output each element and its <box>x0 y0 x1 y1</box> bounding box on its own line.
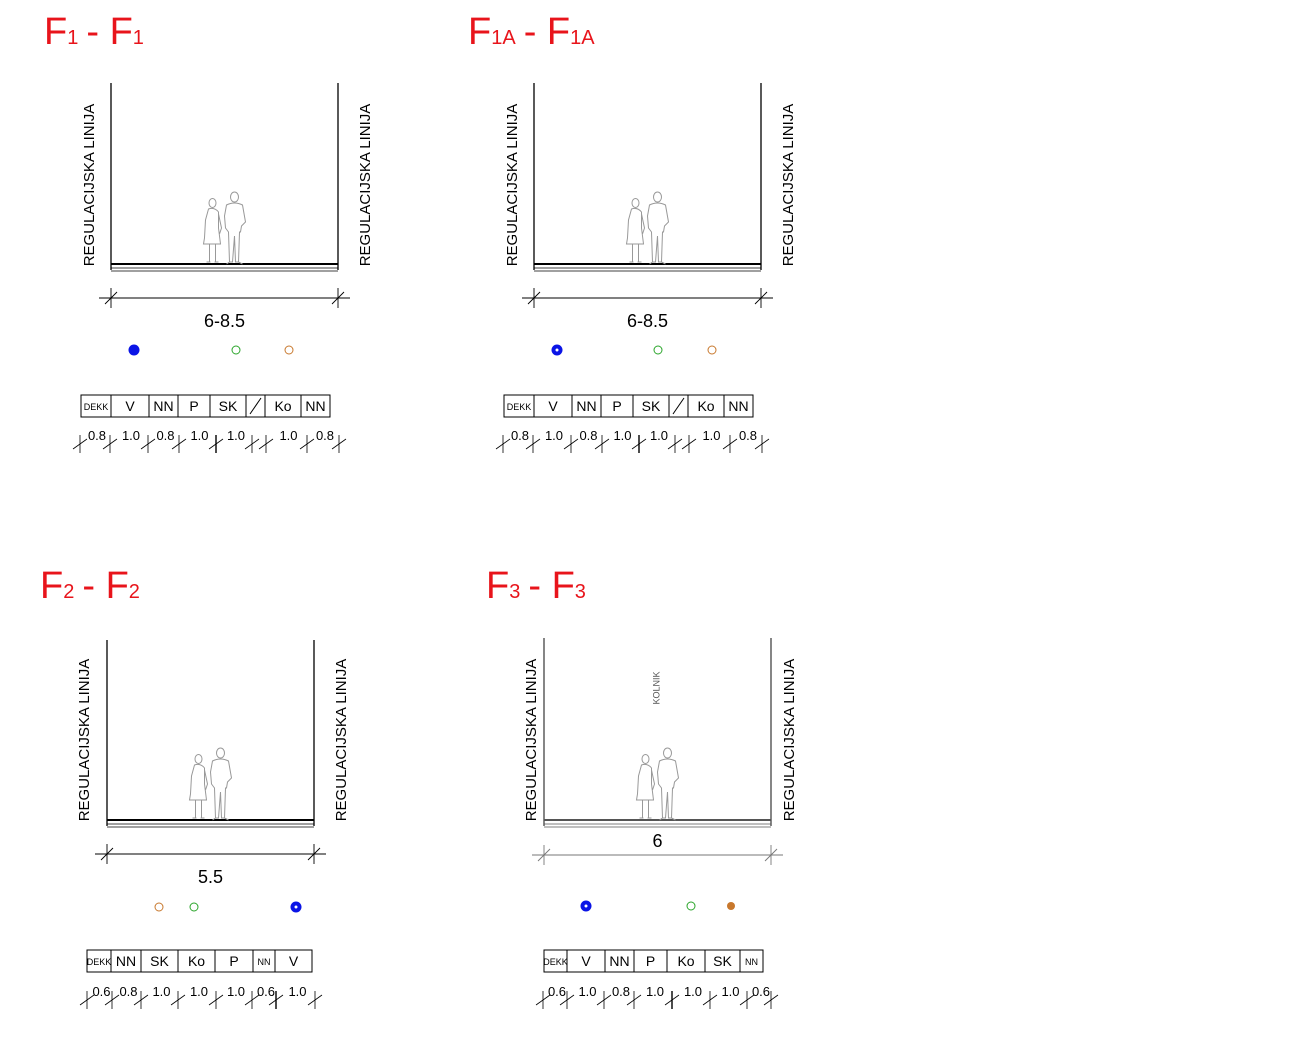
table-cell <box>739 949 764 973</box>
measure-label: 1.0 <box>190 984 208 999</box>
cell-label: NN <box>745 957 758 967</box>
utility-marker <box>653 345 663 355</box>
pedestrians-icon <box>635 747 680 821</box>
right-regulation-label: REGULACIJSKA LINIJA <box>781 659 798 822</box>
utility-marker <box>707 345 717 355</box>
cell-label: DEKK <box>87 957 112 967</box>
measure-label: 0.8 <box>612 984 630 999</box>
measure-label: 1.0 <box>152 984 170 999</box>
cell-label: Ko <box>697 398 714 414</box>
cell-label: NN <box>728 398 748 414</box>
left-regulation-label: REGULACIJSKA LINIJA <box>504 104 521 267</box>
table-cell <box>300 394 331 418</box>
cell-label: DEKK <box>543 957 568 967</box>
cell-label: V <box>581 953 591 969</box>
cell-label: NN <box>305 398 325 414</box>
cell-label: DEKK <box>507 402 532 412</box>
measure-label: 0.8 <box>88 428 106 443</box>
cell-label: Ko <box>677 953 694 969</box>
left-regulation-label: REGULACIJSKA LINIJA <box>76 659 93 822</box>
measure-label: 0.8 <box>511 428 529 443</box>
measure-label: 0.8 <box>156 428 174 443</box>
measure-label: 1.0 <box>684 984 702 999</box>
measure-label: 1.0 <box>646 984 664 999</box>
measure-label: 1.0 <box>122 428 140 443</box>
cell-label: SK <box>219 398 238 414</box>
measure-label: 1.0 <box>613 428 631 443</box>
utility-marker <box>284 345 294 355</box>
measure-label: 0.6 <box>92 984 110 999</box>
measure-label: 0.6 <box>257 984 275 999</box>
measure-label: 1.0 <box>578 984 596 999</box>
measure-label: 1.0 <box>545 428 563 443</box>
measure-label: 1.0 <box>279 428 297 443</box>
measure-label: 1.0 <box>227 428 245 443</box>
width-label: 6-8.5 <box>627 311 668 331</box>
cell-label: NN <box>153 398 173 414</box>
pedestrians-icon <box>188 747 233 821</box>
measure-label: 1.0 <box>190 428 208 443</box>
cell-label: SK <box>642 398 661 414</box>
right-regulation-label: REGULACIJSKA LINIJA <box>333 659 350 822</box>
cell-slash <box>249 397 262 415</box>
cell-label: NN <box>258 957 271 967</box>
table-cell <box>723 394 754 418</box>
cell-label: NN <box>609 953 629 969</box>
section-title: F1A - F1A <box>468 11 595 53</box>
utility-marker <box>727 902 735 910</box>
kolnik-label: KOLNIK <box>652 671 662 704</box>
cell-label: P <box>646 953 655 969</box>
width-label: 5.5 <box>198 867 223 887</box>
cell-label: V <box>289 953 299 969</box>
measure-label: 0.6 <box>752 984 770 999</box>
cell-label: DEKK <box>84 402 109 412</box>
utility-marker <box>189 902 199 912</box>
section-f1: F1- F1 REGULACIJSKA LINIJA REGULACIJSKA LI… <box>44 11 374 453</box>
measure-label: 0.6 <box>548 984 566 999</box>
utility-marker <box>686 901 696 911</box>
cell-label: NN <box>116 953 136 969</box>
measure-label: 1.0 <box>721 984 739 999</box>
cell-label: P <box>229 953 238 969</box>
cell-slash <box>672 397 685 415</box>
measure-label: 1.0 <box>227 984 245 999</box>
table-cell <box>274 949 313 973</box>
left-regulation-label: REGULACIJSKA LINIJA <box>81 104 98 267</box>
measure-label: 0.8 <box>739 428 757 443</box>
pedestrians-icon <box>202 191 247 265</box>
section-title: F1- F1 <box>44 11 144 53</box>
cell-label: V <box>548 398 558 414</box>
section-f2: F2- F2 REGULACIJSKA LINIJA REGULACIJSKA LI… <box>40 565 350 1009</box>
cell-label: Ko <box>188 953 205 969</box>
measure-label: 1.0 <box>702 428 720 443</box>
utility-marker <box>128 344 140 356</box>
section-f3: F3- F3 REGULACIJSKA LINIJA REGULACIJSKA LI… <box>486 565 798 1009</box>
cell-label: SK <box>713 953 732 969</box>
cell-label: SK <box>150 953 169 969</box>
section-title: F3- F3 <box>486 565 586 607</box>
width-label: 6-8.5 <box>204 311 245 331</box>
measure-label: 0.8 <box>579 428 597 443</box>
cell-label: NN <box>576 398 596 414</box>
pedestrians-icon <box>625 191 670 265</box>
cell-label: P <box>189 398 198 414</box>
right-regulation-label: REGULACIJSKA LINIJA <box>357 104 374 267</box>
measure-label: 0.8 <box>316 428 334 443</box>
utility-marker <box>231 345 241 355</box>
cell-label: V <box>125 398 135 414</box>
section-title: F2- F2 <box>40 565 140 607</box>
width-label: 6 <box>652 831 662 851</box>
left-regulation-label: REGULACIJSKA LINIJA <box>523 659 540 822</box>
utility-marker <box>154 902 164 912</box>
measure-label: 1.0 <box>288 984 306 999</box>
cell-label: Ko <box>274 398 291 414</box>
right-regulation-label: REGULACIJSKA LINIJA <box>780 104 797 267</box>
measure-label: 0.8 <box>119 984 137 999</box>
measure-label: 1.0 <box>650 428 668 443</box>
section-f1a: F1A - F1A REGULACIJSKA LINIJA REGULACIJSKA … <box>468 11 797 453</box>
cell-label: P <box>612 398 621 414</box>
